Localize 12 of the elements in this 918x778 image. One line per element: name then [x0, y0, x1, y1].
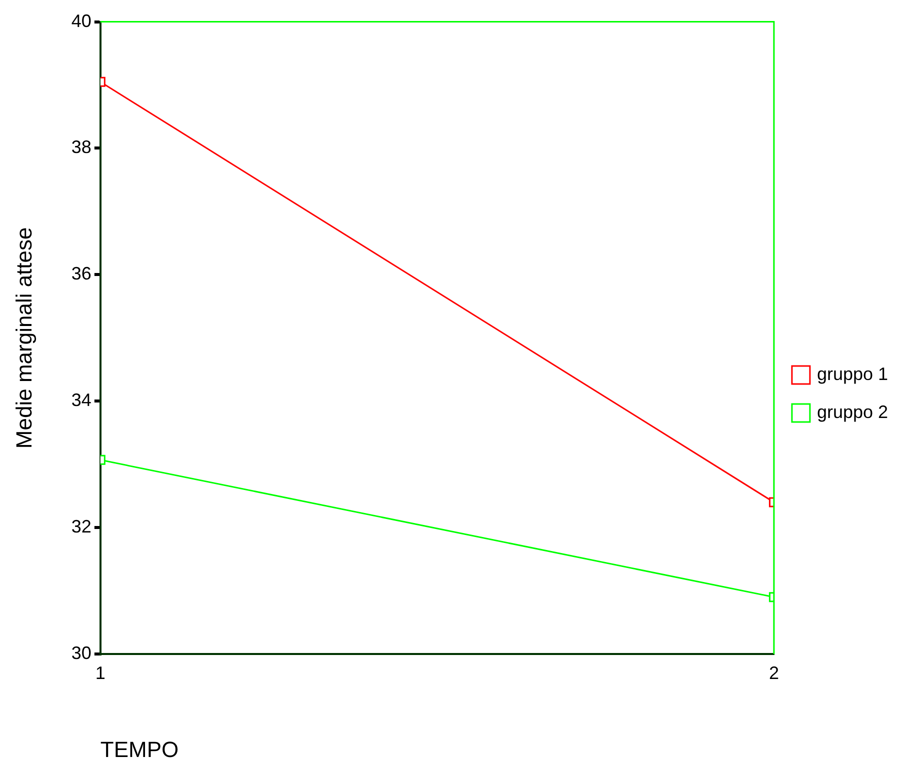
y-axis-title: Medie marginali attese [11, 227, 36, 449]
x-axis-title: TEMPO [100, 736, 179, 762]
y-tick-label: 32 [71, 516, 92, 537]
legend-label: gruppo 2 [816, 402, 888, 422]
y-tick-label: 34 [71, 390, 92, 410]
x-tick-label: 1 [95, 662, 106, 683]
y-tick-label: 38 [71, 137, 92, 158]
legend-label: gruppo 1 [816, 364, 888, 384]
y-tick-label: 36 [71, 264, 92, 284]
y-tick-label: 30 [71, 642, 92, 663]
x-tick-label: 2 [768, 662, 779, 683]
y-tick-label: 40 [71, 10, 92, 31]
